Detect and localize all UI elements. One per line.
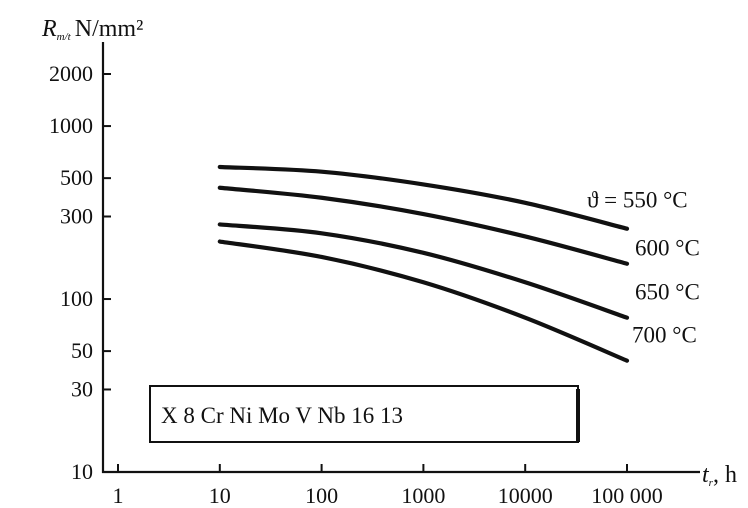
series-lines	[217, 164, 630, 363]
series-line	[217, 185, 630, 266]
axis-titles: Rm/t N/mm² tr, h	[41, 16, 737, 489]
x-tick-label: 100 000	[591, 483, 663, 508]
y-tick-label: 500	[60, 165, 93, 190]
y-tick-label: 300	[60, 204, 93, 229]
y-tick-label: 100	[60, 286, 93, 311]
material-label: X 8 Cr Ni Mo V Nb 16 13	[161, 403, 403, 428]
x-tick-label: 1	[113, 483, 124, 508]
x-tick-label: 10	[209, 483, 231, 508]
series-line	[217, 239, 630, 363]
x-tick-label: 10000	[498, 483, 553, 508]
axes	[101, 42, 700, 474]
material-box	[149, 385, 579, 443]
series-label: 600 °C	[635, 236, 700, 261]
x-axis-title: tr, h	[702, 462, 737, 489]
tick-labels: 2000 1000 500 300 100 50 30 10 1 10 100 1000 10000 10…	[49, 61, 663, 508]
series-labels: ϑ = 550 °C 600 °C 650 °C 700 °C	[587, 188, 700, 348]
material-box-group: X 8 Cr Ni Mo V Nb 16 13	[149, 385, 580, 443]
y-tick-label: 1000	[49, 113, 93, 138]
y-axis-title: Rm/t N/mm²	[41, 16, 143, 43]
series-label: 650 °C	[635, 280, 700, 305]
series-label: 700 °C	[632, 323, 697, 348]
y-tick-label: 10	[71, 459, 93, 484]
y-tick-label: 2000	[49, 61, 93, 86]
series-line	[217, 222, 630, 320]
x-tick-label: 100	[305, 483, 338, 508]
y-tick-label: 50	[71, 338, 93, 363]
y-tick-label: 30	[71, 376, 93, 401]
series-line	[217, 164, 630, 231]
series-label: ϑ = 550 °C	[587, 188, 688, 213]
x-tick-label: 1000	[401, 483, 445, 508]
